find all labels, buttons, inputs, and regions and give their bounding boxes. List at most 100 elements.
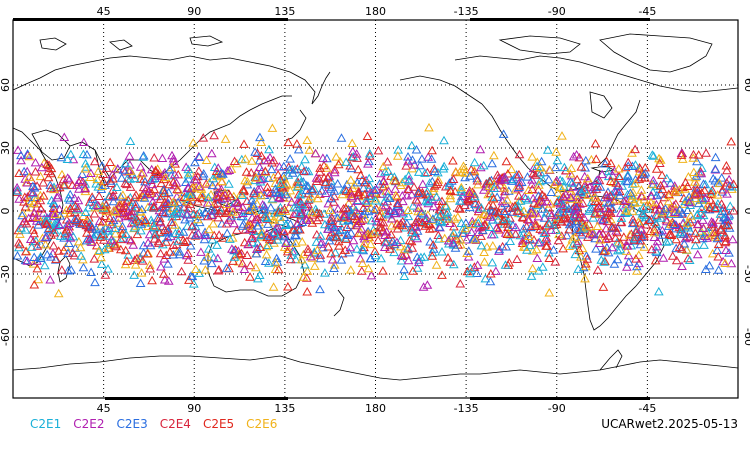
observation-marker [556,231,567,240]
observation-marker [341,186,352,195]
observation-marker [352,196,363,205]
observation-marker [366,215,377,225]
observation-marker [365,253,376,263]
observation-marker [560,189,571,199]
observation-marker [580,273,590,283]
observation-marker [38,208,49,217]
observation-marker [656,213,666,222]
observation-marker [690,189,700,199]
observation-marker [83,202,94,212]
observation-marker [344,247,355,257]
observation-marker [136,204,147,214]
observation-marker [437,196,447,205]
observation-marker [558,243,568,253]
observation-marker [259,205,270,214]
observation-marker [200,265,211,274]
observation-marker [429,166,440,175]
observation-marker [52,190,63,200]
observation-marker [235,188,246,198]
observation-marker [572,238,582,248]
observation-marker [696,188,707,197]
observation-marker [575,199,585,208]
observation-marker [688,167,699,176]
observation-marker [496,201,507,210]
observation-marker [144,260,155,269]
observation-marker [682,218,693,227]
observation-marker [224,179,234,188]
observation-marker [65,233,76,242]
observation-marker [713,251,724,261]
observation-marker [126,210,137,219]
observation-marker [29,198,39,208]
observation-marker [23,213,34,222]
observation-marker [335,225,345,235]
observation-marker [48,240,59,250]
observation-marker [424,122,434,132]
observation-marker [42,249,53,259]
observation-marker [380,200,391,210]
observation-marker [599,246,610,255]
observation-marker [570,209,581,219]
observation-marker [553,212,564,222]
observation-marker [74,184,84,193]
observation-marker [476,202,487,212]
observation-marker [456,182,467,192]
observation-marker [342,222,352,231]
observation-marker [386,229,397,239]
observation-marker [622,241,633,250]
observation-marker [417,154,427,163]
observation-marker [28,225,38,234]
top-lon-tick-label: -135 [454,5,479,18]
observation-marker [570,205,580,214]
observation-marker [188,138,199,147]
observation-marker [314,208,325,218]
observation-marker [413,167,424,176]
observation-marker [603,198,614,207]
observation-marker [261,213,272,222]
observation-marker [397,220,408,230]
observation-marker [360,177,370,187]
observation-marker [135,162,146,171]
observation-marker [236,248,247,258]
observation-marker [597,215,608,225]
observation-marker [88,232,99,241]
observation-marker [647,179,657,189]
observation-marker [150,165,161,175]
observation-marker [698,210,709,220]
observation-marker [680,184,690,193]
observation-marker [256,190,266,200]
observation-marker [693,219,704,228]
observation-marker [84,197,95,206]
observation-marker [500,209,510,218]
observation-marker [723,220,734,229]
observation-marker [275,212,285,221]
observation-marker [363,159,373,168]
observation-marker [348,235,359,245]
observation-marker [602,210,613,220]
observation-marker [339,209,350,218]
observation-marker [660,204,671,213]
observation-marker [603,171,614,181]
observation-marker [251,244,262,253]
observation-marker [460,223,471,233]
observation-marker [528,246,538,255]
observation-marker [70,201,81,210]
observation-marker [591,244,601,253]
observation-marker [272,220,283,230]
observation-marker [628,187,638,196]
observation-marker [528,163,539,173]
observation-marker [176,266,187,276]
observation-marker [514,149,525,159]
observation-marker [359,209,370,218]
observation-marker [717,187,728,196]
observation-marker [183,169,194,179]
observation-marker [166,217,177,226]
bottom-lon-tick-label: 180 [365,402,386,415]
observation-marker [45,183,56,193]
observation-marker [150,173,160,182]
observation-marker [63,265,73,275]
observation-marker [298,272,309,281]
observation-marker [119,207,130,217]
observation-marker [485,276,496,286]
observation-marker [530,221,541,230]
